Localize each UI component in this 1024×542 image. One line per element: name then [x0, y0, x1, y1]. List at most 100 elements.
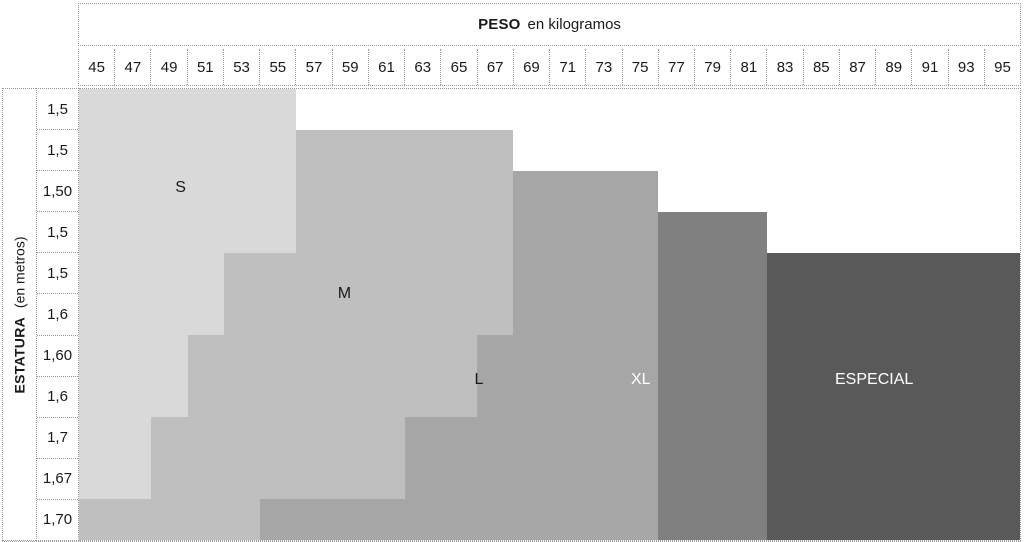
size-cell-l: [621, 458, 658, 499]
size-cell-m: [477, 212, 514, 253]
size-cell-especial: [802, 376, 839, 417]
size-cell-especial: [983, 376, 1020, 417]
height-header-cell: 1,5: [37, 89, 78, 131]
size-cell-m: [440, 335, 478, 376]
size-cell-empty: [948, 171, 984, 212]
size-cell-m: [259, 294, 297, 335]
size-cell-empty: [658, 171, 694, 212]
size-cell-empty: [839, 130, 875, 171]
size-cell-empty: [549, 89, 585, 130]
size-cell-empty: [296, 89, 332, 130]
size-cell-especial: [875, 335, 912, 376]
size-cell-xl: [694, 212, 731, 253]
size-cell-empty: [875, 89, 911, 130]
size-cell-especial: [983, 335, 1020, 376]
weight-header-cell: 79: [695, 49, 732, 85]
size-cell-l: [621, 417, 658, 458]
weight-header-cell: 91: [912, 49, 949, 85]
size-cell-xl: [658, 212, 695, 253]
size-cell-xl: [658, 499, 695, 540]
size-cell-s: [79, 458, 116, 499]
size-cell-empty: [730, 171, 766, 212]
size-cell-s: [115, 253, 152, 294]
size-cell-l: [404, 499, 441, 540]
size-cell-s: [79, 376, 116, 417]
size-cell-s: [151, 130, 188, 171]
size-cell-l: [621, 171, 658, 212]
size-cell-especial: [766, 417, 803, 458]
size-cell-especial: [875, 294, 912, 335]
weight-header-cell: 51: [188, 49, 224, 85]
size-cell-xl: [730, 376, 767, 417]
size-cell-empty: [803, 212, 839, 253]
size-cell-especial: [875, 458, 912, 499]
size-cell-xl: [694, 335, 731, 376]
weight-header-cell: 95: [994, 58, 1011, 76]
size-cell-empty: [875, 171, 911, 212]
size-cell-m: [223, 499, 260, 540]
size-cell-m: [187, 458, 224, 499]
size-cell-empty: [658, 89, 694, 130]
size-cell-s: [79, 212, 116, 253]
size-cell-m: [477, 253, 514, 294]
size-cell-s: [187, 89, 224, 130]
size-cell-l: [585, 458, 622, 499]
size-cell-especial: [802, 253, 839, 294]
size-cell-especial: [875, 253, 912, 294]
weight-header-cell: 67: [478, 49, 514, 85]
weight-header-cell: 65: [441, 49, 478, 85]
weight-header-cell: 59: [333, 49, 369, 85]
size-cell-s: [151, 294, 188, 335]
size-cell-l: [440, 499, 478, 540]
weight-header-cell: 45: [79, 49, 116, 85]
size-cell-l: [513, 171, 550, 212]
weight-axis-title: PESO en kilogramos: [78, 3, 1021, 46]
height-header-cell: 1,5: [37, 212, 78, 254]
size-cell-m: [259, 417, 297, 458]
size-cell-xl: [658, 294, 695, 335]
size-cell-l: [549, 171, 586, 212]
size-cell-empty: [730, 89, 766, 130]
size-matrix-row: [79, 458, 1020, 499]
weight-header-cell: 49: [151, 49, 188, 85]
size-cell-m: [259, 253, 297, 294]
size-cell-s: [115, 417, 152, 458]
size-cell-empty: [839, 212, 875, 253]
size-cell-m: [368, 294, 405, 335]
size-cell-l: [549, 253, 586, 294]
size-cell-m: [404, 171, 441, 212]
size-cell-m: [296, 212, 333, 253]
size-cell-m: [440, 376, 478, 417]
size-cell-m: [332, 376, 369, 417]
size-cell-m: [223, 417, 260, 458]
size-cell-m: [477, 130, 514, 171]
size-cell-m: [368, 458, 405, 499]
size-cell-l: [513, 499, 550, 540]
size-cell-especial: [875, 417, 912, 458]
size-cell-especial: [911, 458, 948, 499]
size-cell-l: [513, 417, 550, 458]
size-cell-l: [549, 376, 586, 417]
height-header-cell: 1,70: [42, 511, 73, 529]
size-cell-especial: [766, 376, 803, 417]
size-cell-m: [404, 253, 441, 294]
size-cell-empty: [984, 89, 1020, 130]
size-cell-m: [223, 376, 260, 417]
size-cell-especial: [766, 499, 803, 540]
size-cell-m: [440, 253, 478, 294]
size-matrix-row: [79, 499, 1020, 540]
size-cell-xl: [730, 212, 767, 253]
height-title-bold: ESTATURA: [11, 316, 28, 394]
size-cell-m: [187, 376, 224, 417]
size-cell-m: [332, 417, 369, 458]
size-cell-m: [296, 376, 333, 417]
weight-header-cell: 61: [369, 49, 406, 85]
size-cell-empty: [332, 89, 368, 130]
size-cell-l: [585, 335, 622, 376]
size-cell-empty: [586, 130, 622, 171]
size-cell-empty: [767, 212, 803, 253]
size-cell-l: [585, 417, 622, 458]
size-cell-s: [187, 171, 224, 212]
size-cell-l: [477, 499, 514, 540]
